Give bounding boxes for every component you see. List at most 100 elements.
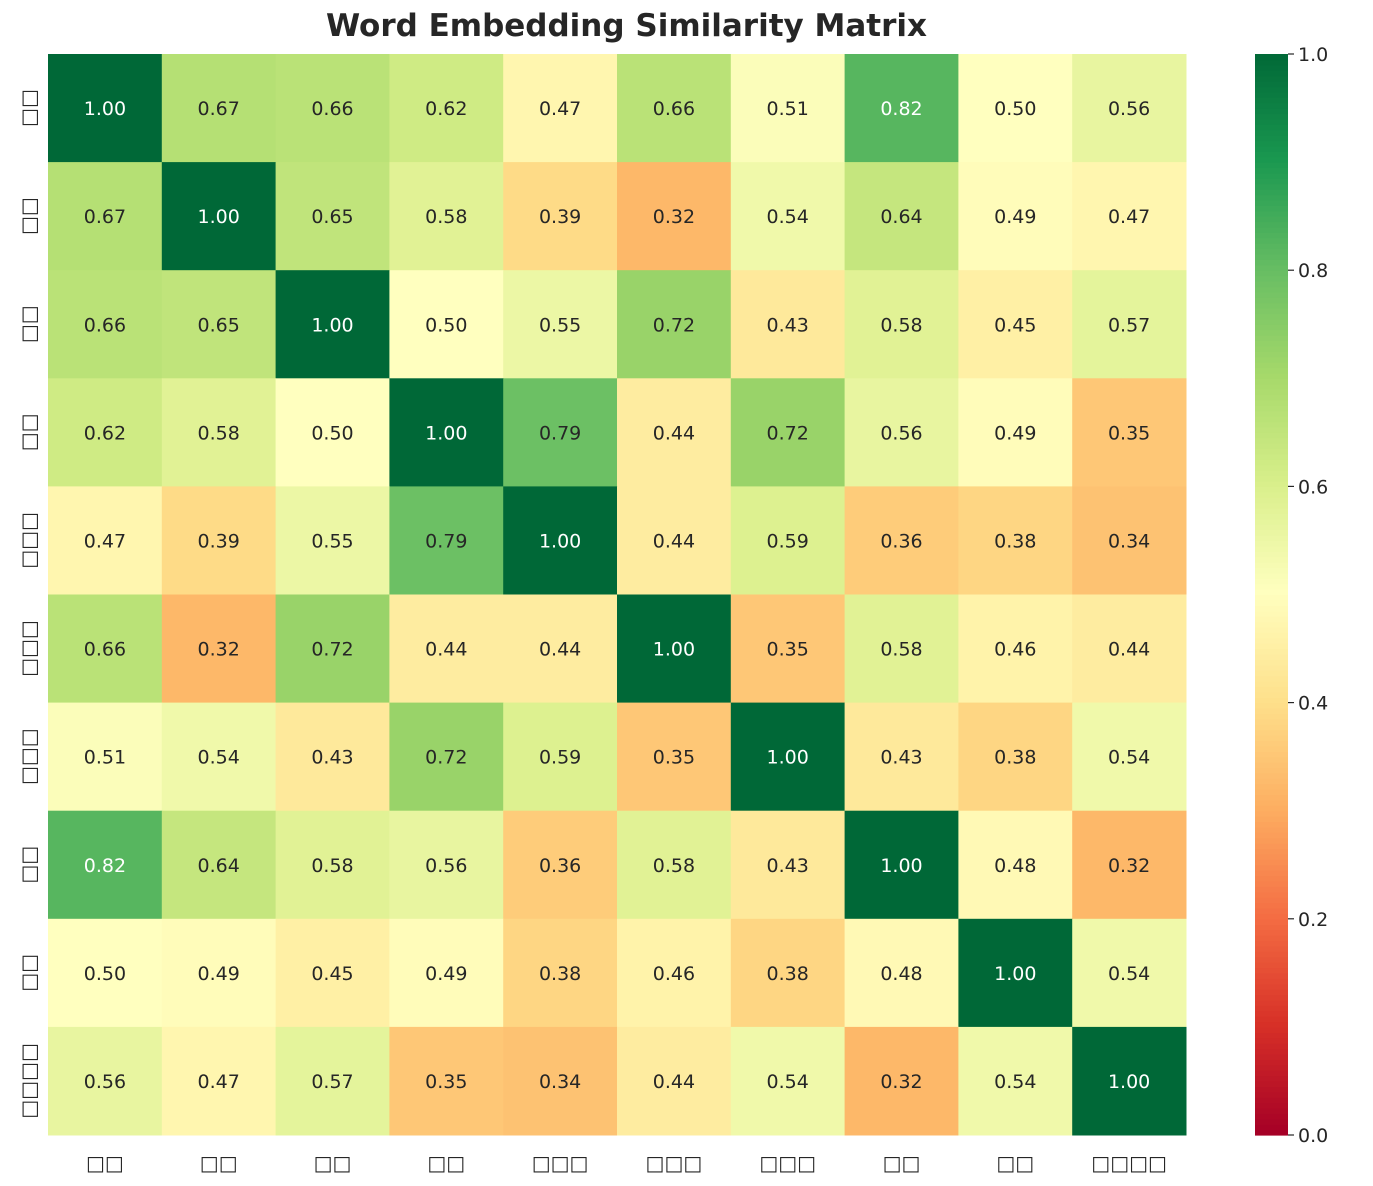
colorbar-segment [1255,567,1288,574]
cell-label: 0.43 [767,314,809,336]
heatmap-cell [1072,162,1187,271]
cell-label: 0.55 [311,530,353,552]
heatmap-cell [161,810,277,920]
colorbar-segment [1255,243,1288,250]
heatmap-cell [48,162,163,271]
colorbar-segment [1255,253,1288,260]
heatmap-cell [48,270,163,379]
cell-label: 0.44 [425,639,467,661]
colorbar-segment [1255,572,1288,579]
heatmap-cell [617,594,732,704]
heatmap-cell [730,378,846,487]
cell-label: 0.56 [880,422,922,444]
heatmap-cell [958,810,1073,920]
colorbar-segment [1255,1091,1288,1098]
colorbar-segment [1255,513,1288,520]
colorbar-segment [1255,708,1288,715]
colorbar-tick-label: 0.2 [1298,909,1328,931]
heatmap-cell [275,378,390,487]
cell-label: 0.39 [198,530,240,552]
cell-label: 0.46 [653,963,695,985]
heatmap-cell [844,594,959,704]
cell-label: 0.58 [653,855,695,877]
cell-label: 0.50 [994,98,1036,120]
heatmap-cell [1072,54,1187,163]
colorbar-segment [1255,340,1288,347]
cell-label: 1.00 [653,639,695,661]
cell-label: 0.43 [880,747,922,769]
cell-label: 0.32 [1108,855,1150,877]
colorbar-segment [1255,843,1288,850]
heatmap-cell [161,162,277,271]
colorbar-segment [1255,562,1288,569]
colorbar-segment [1255,664,1288,671]
colorbar-segment [1255,648,1288,655]
heatmap-cell [958,594,1073,704]
colorbar-segment [1255,994,1288,1001]
colorbar-segment [1255,686,1288,693]
heatmap-cell [48,54,163,163]
cell-label: 0.58 [311,855,353,877]
colorbar-segment [1255,329,1288,336]
colorbar-segment [1255,270,1288,277]
colorbar-segment [1255,351,1288,358]
cell-label: 0.79 [539,422,581,444]
colorbar-segment [1255,886,1288,893]
colorbar-segment [1255,875,1288,882]
colorbar-segment [1255,97,1288,104]
colorbar-segment [1255,621,1288,628]
cell-label: 1.00 [84,98,126,120]
cell-label: 1.00 [198,206,240,228]
cell-label: 0.43 [311,747,353,769]
colorbar-segment [1255,556,1288,563]
colorbar-segment [1255,216,1288,223]
colorbar-segment [1255,972,1288,979]
colorbar-segment [1255,1113,1288,1120]
colorbar-segment [1255,437,1288,444]
colorbar-segment [1255,864,1288,871]
colorbar-segment [1255,762,1288,769]
colorbar-segment [1255,913,1288,920]
cell-label: 0.72 [311,639,353,661]
heatmap-cell [844,810,959,920]
colorbar-segment [1255,389,1288,396]
x-tick-label: □□ [996,1151,1034,1175]
cell-label: 0.59 [539,747,581,769]
colorbar-segment [1255,1005,1288,1012]
colorbar-segment [1255,740,1288,747]
cell-label: 0.35 [1108,422,1150,444]
colorbar-segment [1255,718,1288,725]
colorbar-segment [1255,210,1288,217]
colorbar-segment [1255,108,1288,115]
cell-label: 0.59 [767,530,809,552]
colorbar-segment [1255,86,1288,93]
colorbar-segment [1255,691,1288,698]
colorbar-segment [1255,794,1288,801]
cell-label: 1.00 [767,747,809,769]
cell-label: 0.58 [198,422,240,444]
y-tick-label: □□ [17,413,41,451]
heatmap-cell [958,1026,1073,1136]
colorbar-segment [1255,962,1288,969]
colorbar-segment [1255,643,1288,650]
cell-label: 0.66 [653,98,695,120]
colorbar-segment [1255,670,1288,677]
colorbar-segment [1255,54,1288,61]
heatmap-cell [617,378,732,487]
heatmap-cell [389,918,504,1028]
colorbar-segment [1255,951,1288,958]
colorbar-segment [1255,907,1288,914]
heatmap-cell [958,918,1073,1028]
cell-label: 1.00 [994,963,1036,985]
cell-label: 0.79 [425,530,467,552]
heatmap-cell [1072,378,1187,487]
cell-label: 1.00 [539,530,581,552]
heatmap-cell [389,810,504,920]
colorbar-segment [1255,935,1288,942]
cell-label: 0.44 [653,530,695,552]
colorbar-segment [1255,189,1288,196]
colorbar-segment [1255,129,1288,136]
colorbar-segment [1255,416,1288,423]
cell-label: 1.00 [425,422,467,444]
heatmap-cell [275,594,390,704]
